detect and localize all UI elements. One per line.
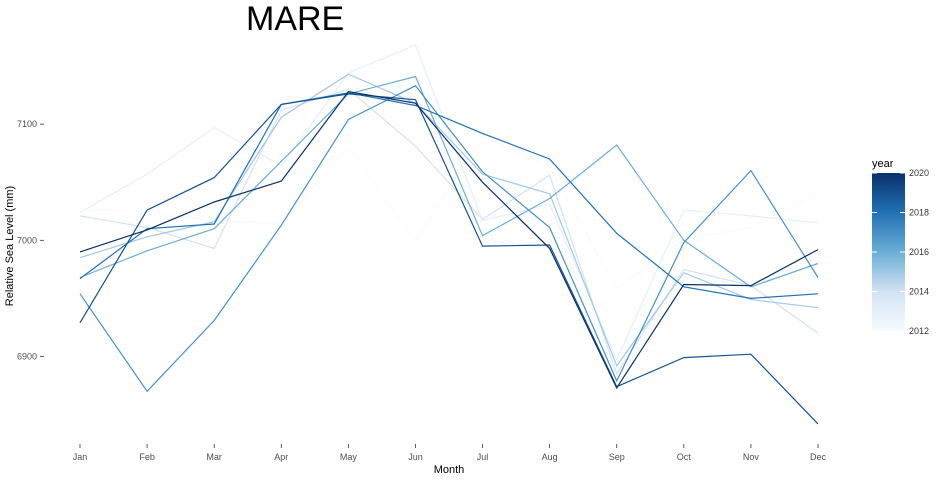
y-tick-label: 6900 [17,351,37,361]
legend-tick-label: 2020 [909,168,929,178]
series-line-2017 [79,85,819,393]
x-tick-label: Nov [743,452,760,462]
x-tick-label: Sep [609,452,625,462]
series-line-2020 [79,90,819,390]
color-legend: year 2012 2014 2016 2018 2020 [872,158,929,336]
series-line-2012 [79,135,819,290]
series-line-2013 [79,44,819,362]
x-tick-label: May [340,452,358,462]
x-tick-label: Jan [73,452,88,462]
y-axis: 6900 7000 7100 [17,119,44,361]
legend-title: year [872,158,894,170]
y-tick-label: 7000 [17,235,37,245]
x-tick-label: Oct [677,452,692,462]
x-tick-label: Mar [206,452,222,462]
chart-title: MARE [246,0,344,38]
series-line-2015 [79,73,819,368]
y-axis-title: Relative Sea Level (mm) [4,186,16,306]
x-tick-label: Jun [408,452,423,462]
x-tick-label: Jul [477,452,489,462]
legend-tick-label: 2014 [909,287,929,297]
series-lines [79,44,819,425]
x-tick-label: Apr [274,452,288,462]
x-tick-label: Dec [810,452,827,462]
x-axis: Jan Feb Mar Apr May Jun Jul Aug Sep Oct Nov Dec [73,444,827,462]
legend-colorbar [872,173,905,331]
x-tick-label: Aug [542,452,558,462]
series-line-2018 [79,92,819,300]
series-line-2014 [79,88,819,376]
series-line-2019 [79,93,819,425]
y-tick-label: 7100 [17,119,37,129]
legend-tick-label: 2012 [909,326,929,336]
legend-ticks: 2012 2014 2016 2018 2020 [872,168,929,336]
x-axis-title: Month [434,464,465,476]
legend-tick-label: 2018 [909,208,929,218]
legend-tick-label: 2016 [909,247,929,257]
x-tick-label: Feb [139,452,155,462]
series-line-2016 [79,75,819,288]
